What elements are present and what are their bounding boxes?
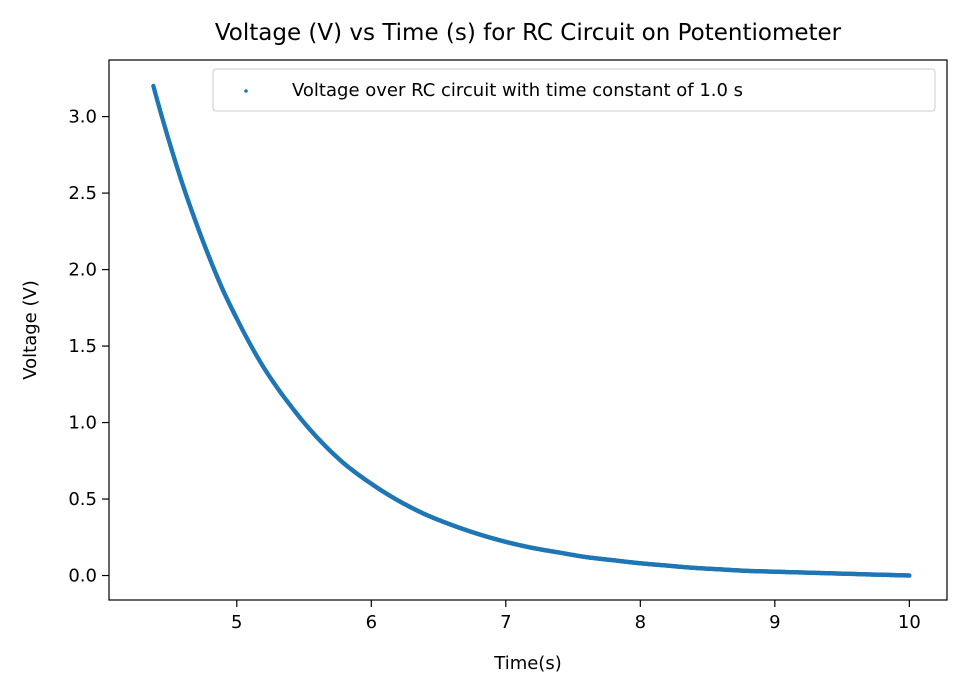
x-axis-label: Time(s): [493, 653, 561, 674]
x-tick-label: 10: [898, 612, 921, 633]
x-tick-label: 7: [500, 612, 511, 633]
y-tick-label: 2.5: [68, 183, 97, 204]
y-tick-label: 3.0: [68, 107, 97, 128]
x-tick-label: 5: [231, 612, 242, 633]
y-tick-label: 1.5: [68, 336, 97, 357]
y-tick-label: 0.0: [68, 566, 97, 587]
x-tick-label: 6: [366, 612, 377, 633]
plot-area: [109, 60, 947, 600]
x-tick-label: 9: [769, 612, 780, 633]
x-axis-ticks: 5 6 7 8 9 10: [231, 600, 921, 633]
legend-label: Voltage over RC circuit with time consta…: [292, 80, 743, 101]
y-tick-label: 0.5: [68, 489, 97, 510]
legend-marker: [244, 89, 248, 93]
scatter-point: [907, 573, 912, 578]
y-axis-label: Voltage (V): [20, 280, 41, 380]
y-tick-label: 1.0: [68, 413, 97, 434]
data-layer: [151, 83, 912, 578]
legend: Voltage over RC circuit with time consta…: [212, 68, 936, 112]
x-tick-label: 8: [635, 612, 646, 633]
y-axis-ticks: 0.0 0.5 1.0 1.5 2.0 2.5 3.0: [68, 107, 109, 587]
legend-box: [212, 68, 936, 112]
y-tick-label: 2.0: [68, 260, 97, 281]
chart-title: Voltage (V) vs Time (s) for RC Circuit o…: [215, 20, 842, 46]
axes-frame: [108, 59, 948, 601]
